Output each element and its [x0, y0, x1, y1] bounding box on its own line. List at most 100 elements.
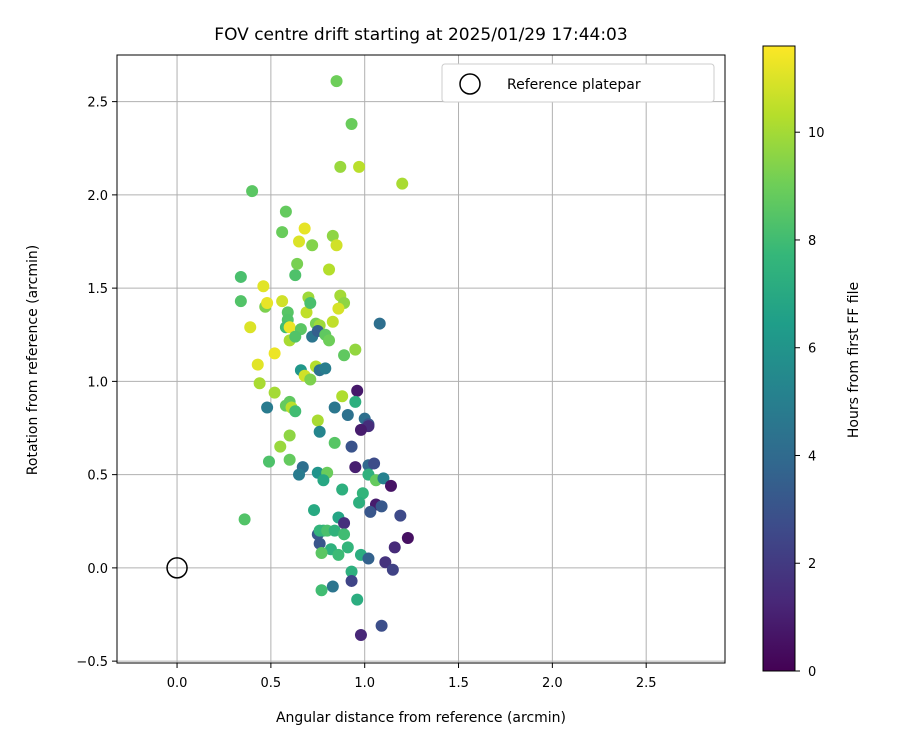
data-point	[274, 440, 287, 453]
data-point	[388, 541, 401, 554]
data-point	[328, 524, 341, 537]
data-point	[291, 257, 304, 270]
data-point	[317, 474, 330, 487]
x-axis-label: Angular distance from reference (arcmin)	[276, 710, 566, 726]
data-point	[345, 574, 358, 587]
data-point	[298, 222, 311, 235]
data-point	[377, 472, 390, 485]
y-tick-label: 0.5	[87, 469, 108, 484]
data-point	[353, 496, 366, 509]
data-point	[349, 461, 362, 474]
x-tick-label: 0.0	[167, 676, 188, 691]
x-tick-label: 1.0	[354, 676, 375, 691]
data-point	[375, 500, 388, 513]
data-point	[373, 317, 386, 330]
data-point	[338, 528, 351, 541]
data-point	[375, 619, 388, 632]
data-point	[345, 440, 358, 453]
data-point	[351, 593, 364, 606]
data-point	[326, 315, 339, 328]
data-point	[362, 552, 375, 565]
data-point	[268, 347, 281, 360]
colorbar: 0 2 4 6 8 10 Hours from first FF file	[762, 45, 862, 680]
data-point	[341, 408, 354, 421]
legend-marker-icon	[459, 73, 481, 95]
colorbar-ticks: 0 2 4 6 8 10	[795, 126, 825, 680]
data-point	[345, 118, 358, 131]
x-tick-label: 2.0	[542, 676, 563, 691]
data-point	[293, 235, 306, 248]
data-point	[261, 401, 274, 414]
data-point	[313, 537, 326, 550]
data-point	[328, 401, 341, 414]
legend-entry-reference-platepar: Reference platepar	[507, 77, 641, 93]
data-point	[289, 405, 302, 418]
data-point	[311, 414, 324, 427]
data-point	[338, 517, 351, 530]
data-point	[234, 295, 247, 308]
y-axis-ticks: −0.5 0.0 0.5 1.0 1.5 2.0 2.5	[76, 96, 117, 670]
data-point	[332, 302, 345, 315]
data-point	[263, 455, 275, 468]
reference-platepar-marker	[166, 557, 188, 579]
data-point	[368, 457, 381, 470]
data-point	[396, 177, 409, 190]
x-tick-label: 1.5	[448, 676, 469, 691]
data-point	[283, 429, 296, 442]
data-point	[394, 509, 407, 522]
data-point	[332, 548, 345, 561]
data-point	[328, 436, 341, 449]
plot-background	[117, 55, 725, 663]
data-point	[306, 239, 319, 252]
data-point	[279, 205, 292, 218]
data-point	[323, 263, 336, 276]
data-point	[319, 362, 332, 375]
x-tick-label: 0.5	[261, 676, 282, 691]
data-point	[268, 386, 281, 399]
data-point	[238, 513, 251, 526]
data-point	[283, 321, 296, 334]
data-point	[349, 395, 362, 408]
data-point	[276, 295, 289, 308]
data-point	[261, 297, 274, 310]
data-point	[244, 321, 257, 334]
data-point	[384, 479, 397, 492]
data-point	[276, 226, 289, 239]
plot-area: 0.0 0.5 1.0 1.5 2.0 2.5 −0.5 0.0 0.5 1.0 1.5 2.0 2.…	[76, 54, 726, 691]
data-point	[323, 334, 336, 347]
data-point	[304, 297, 317, 310]
data-point	[336, 390, 349, 403]
data-point	[283, 453, 296, 466]
colorbar-tick-label: 8	[808, 234, 816, 249]
data-points	[234, 75, 414, 642]
data-point	[253, 377, 266, 390]
colorbar-tick-label: 10	[808, 126, 825, 141]
data-point	[293, 468, 306, 481]
plot-frame	[116, 54, 726, 664]
data-point	[354, 423, 367, 436]
y-tick-label: 0.0	[87, 562, 108, 577]
chart-title: FOV centre drift starting at 2025/01/29 …	[214, 25, 627, 45]
data-point	[251, 358, 264, 371]
y-tick-label: 2.5	[87, 96, 108, 111]
data-point	[330, 239, 343, 252]
colorbar-label: Hours from first FF file	[846, 282, 862, 438]
data-point	[351, 384, 364, 397]
data-point	[401, 532, 414, 545]
legend: Reference platepar	[441, 63, 715, 103]
x-axis-ticks: 0.0 0.5 1.0 1.5 2.0 2.5	[167, 663, 657, 691]
data-point	[341, 541, 354, 554]
data-point	[364, 505, 377, 518]
colorbar-tick-label: 4	[808, 449, 816, 464]
y-tick-label: −0.5	[76, 655, 108, 670]
data-point	[334, 160, 347, 173]
legend-box	[441, 63, 715, 103]
colorbar-tick-label: 0	[808, 665, 816, 680]
y-tick-label: 2.0	[87, 189, 108, 204]
data-point	[326, 580, 339, 593]
x-tick-label: 2.5	[636, 676, 657, 691]
data-point	[386, 563, 399, 576]
colorbar-gradient	[762, 45, 796, 672]
colorbar-tick-label: 6	[808, 342, 816, 357]
